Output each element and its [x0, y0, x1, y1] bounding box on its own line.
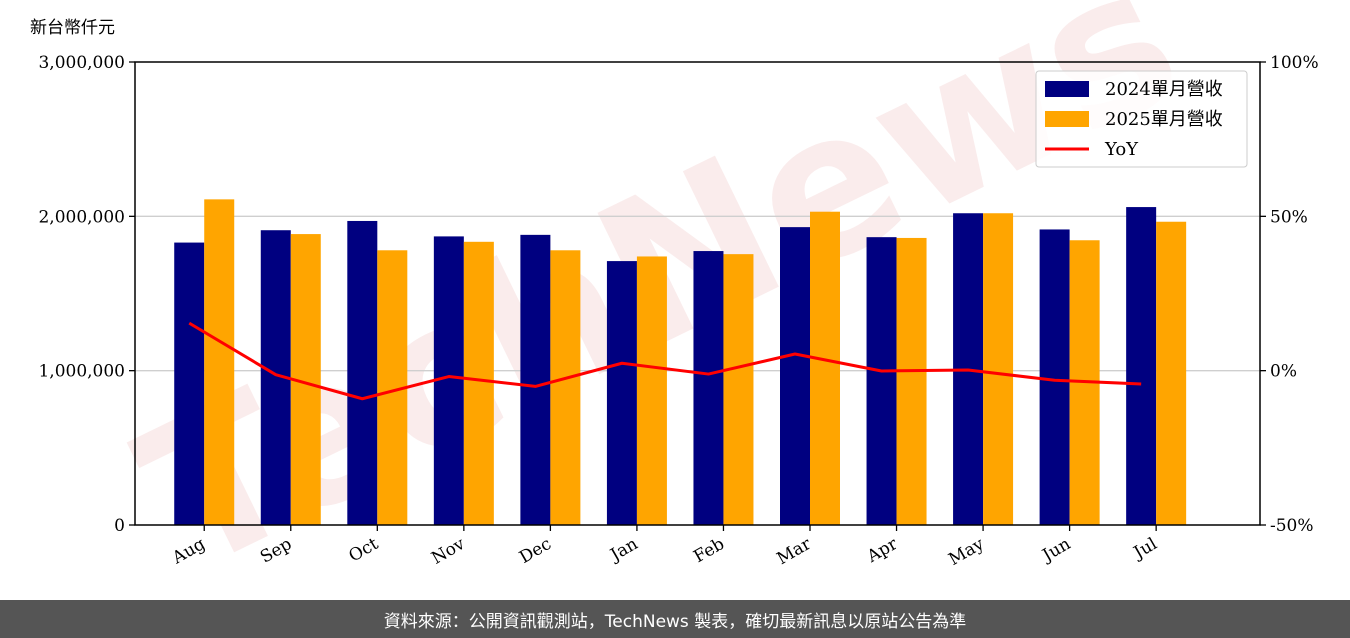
bar-2024-nov — [433, 236, 464, 525]
x-tick-label-mar: Mar — [774, 534, 816, 570]
bar-2025-jul — [1156, 221, 1187, 526]
y-left-tick-label: 3,000,000 — [38, 53, 125, 73]
y-unit-label: 新台幣仟元 — [30, 18, 115, 38]
bar-2024-jan — [606, 261, 637, 525]
bar-2025-feb — [723, 254, 754, 525]
bar-2025-aug — [204, 199, 235, 525]
bar-2025-may — [983, 213, 1014, 525]
bar-2025-jan — [636, 256, 667, 525]
x-tick-label-apr: Apr — [863, 534, 902, 568]
legend-swatch-0 — [1045, 81, 1089, 97]
yoy-line-layer — [188, 321, 1142, 401]
x-tick-label-jan: Jan — [606, 534, 642, 566]
bar-2024-aug — [174, 242, 205, 525]
bar-2024-feb — [693, 251, 724, 525]
bar-2024-oct — [347, 220, 378, 526]
legend-label-0: 2024單月營收 — [1105, 79, 1223, 100]
yoy-line — [188, 321, 1142, 401]
x-tick-label-feb: Feb — [690, 534, 728, 567]
bar-2025-nov — [463, 241, 494, 525]
y-right-tick-label: 100% — [1270, 53, 1319, 73]
y-right-tick-label: 0% — [1270, 362, 1297, 382]
legend-label-2: YoY — [1104, 139, 1139, 160]
bar-2024-jun — [1039, 229, 1070, 525]
y-right-tick-label: -50% — [1270, 516, 1314, 536]
plot-frame — [134, 61, 1261, 526]
x-tick-label-jun: Jun — [1038, 534, 1075, 567]
bar-2025-apr — [896, 237, 927, 525]
legend-swatch-1 — [1045, 111, 1089, 127]
footer-source-note: 資料來源：公開資訊觀測站，TechNews 製表，確切最新訊息以原站公告為準 — [0, 600, 1350, 638]
chart: TechNews 01,000,0002,000,0003,000,000-50… — [30, 0, 1319, 600]
bar-2024-jul — [1126, 207, 1157, 525]
bar-2024-apr — [866, 237, 897, 525]
y-right-tick-label: 50% — [1270, 207, 1308, 227]
x-tick-label-may: May — [945, 534, 988, 570]
bar-2024-dec — [520, 234, 551, 525]
legend-label-1: 2025單月營收 — [1105, 109, 1223, 130]
bar-2025-dec — [550, 250, 581, 525]
x-tick-label-dec: Dec — [516, 534, 555, 568]
x-tick-label-jul: Jul — [1129, 534, 1161, 564]
bars — [174, 199, 1187, 526]
bar-2024-mar — [780, 227, 810, 526]
y-left-tick-label: 1,000,000 — [38, 362, 125, 382]
bar-2025-mar — [810, 211, 840, 525]
y-left-tick-label: 0 — [114, 516, 125, 536]
y-left-tick-label: 2,000,000 — [38, 207, 125, 227]
legend: 2024單月營收 2025單月營收 YoY — [1035, 70, 1248, 168]
x-tick-label-nov: Nov — [428, 534, 468, 569]
